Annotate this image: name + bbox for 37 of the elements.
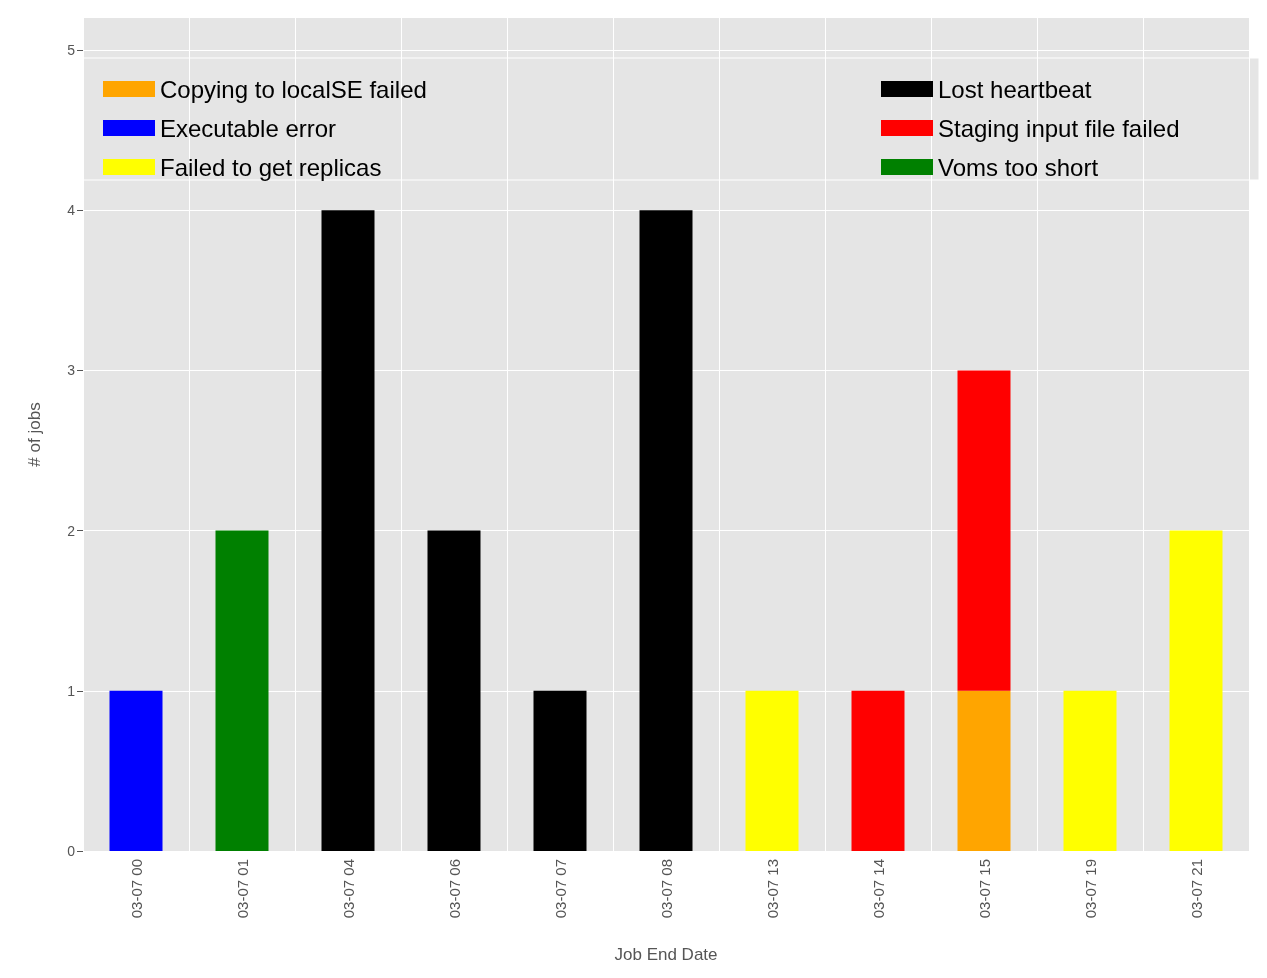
bar: [639, 210, 693, 851]
bar: [957, 370, 1011, 691]
y-tick-label: 2: [67, 522, 76, 539]
y-tick-label: 3: [67, 362, 76, 379]
bar: [745, 690, 799, 851]
bar: [533, 690, 587, 851]
legend-label: Staging input file failed: [938, 114, 1180, 142]
y-tick-label: 4: [67, 202, 76, 219]
y-tick-label: 1: [67, 682, 76, 699]
legend-label: Failed to get replicas: [160, 153, 382, 181]
y-tick-label: 0: [67, 843, 76, 859]
x-tick-label: 03-07 14: [869, 859, 887, 919]
y-axis-title: # of jobs: [25, 402, 44, 467]
bar: [109, 690, 163, 851]
legend-label: Copying to localSE failed: [160, 75, 427, 103]
x-tick-label: 03-07 04: [339, 859, 357, 919]
bar: [215, 530, 269, 851]
bar: [957, 690, 1011, 851]
x-tick-label: 03-07 21: [1187, 859, 1205, 919]
bar: [321, 210, 375, 851]
bar: [1063, 690, 1117, 851]
x-tick-label: 03-07 07: [551, 859, 569, 919]
bar: [1169, 530, 1223, 851]
x-tick-label: 03-07 06: [445, 859, 463, 919]
x-axis-title: Job End Date: [614, 945, 718, 964]
x-tick-label: 03-07 08: [657, 859, 675, 919]
x-tick-label: 03-07 01: [233, 859, 251, 919]
y-tick-label: 5: [67, 42, 76, 59]
legend-label: Lost heartbeat: [938, 75, 1092, 103]
legend-label: Voms too short: [938, 153, 1099, 181]
x-tick-label: 03-07 00: [127, 859, 145, 919]
x-tick-label: 03-07 15: [975, 859, 993, 919]
x-tick-label: 03-07 13: [763, 859, 781, 919]
legend-label: Executable error: [160, 114, 337, 142]
x-tick-label: 03-07 19: [1081, 859, 1099, 919]
bar: [851, 690, 905, 851]
bar: [427, 530, 481, 851]
